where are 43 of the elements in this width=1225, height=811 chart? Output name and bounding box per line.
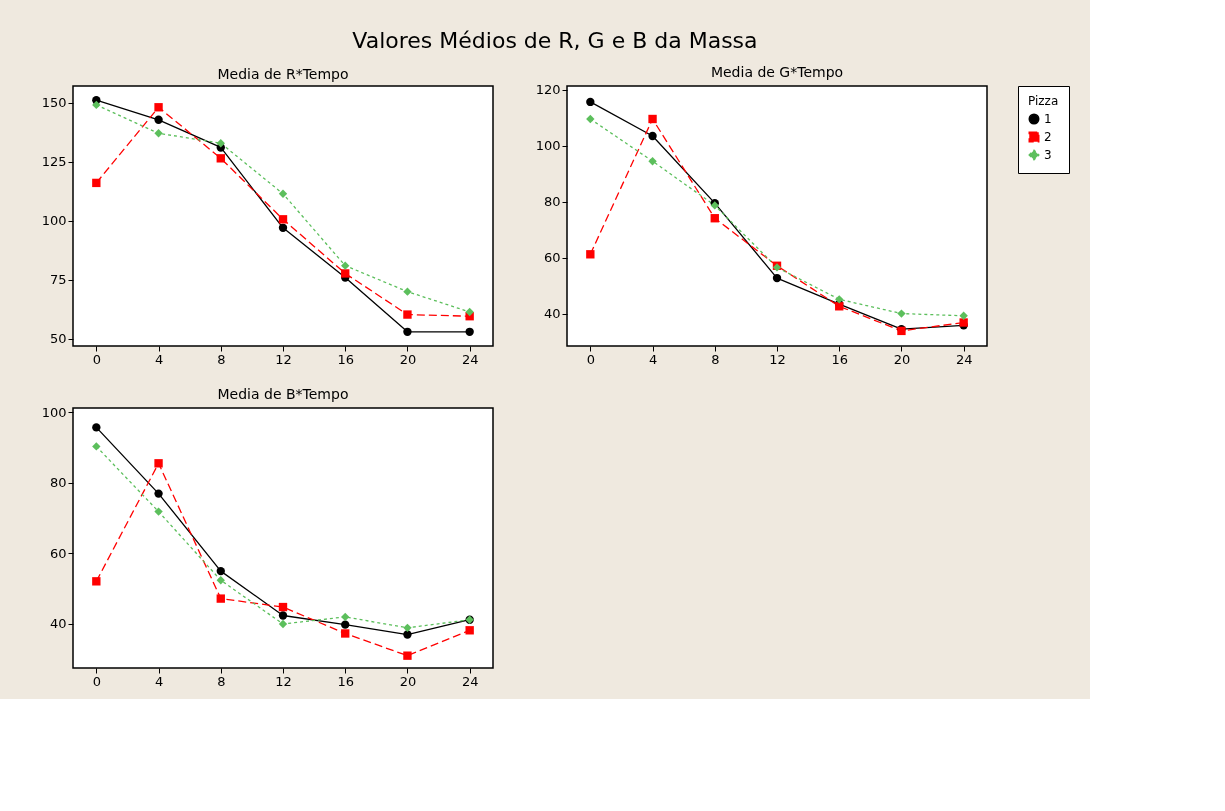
x-tick-label: 8 <box>711 351 720 367</box>
y-tick-label: 80 <box>543 194 561 210</box>
x-tick-label: 20 <box>893 351 911 367</box>
x-tick-label: 24 <box>461 673 479 689</box>
y-tick-label: 150 <box>41 95 67 111</box>
y-tick-label: 75 <box>49 272 67 288</box>
x-tick-label: 12 <box>275 673 292 689</box>
legend-label: 2 <box>1044 130 1052 144</box>
y-tick-label: 125 <box>41 154 67 170</box>
y-tick-label: 40 <box>543 306 561 322</box>
x-tick-label: 8 <box>217 351 226 367</box>
x-tick-label: 4 <box>648 351 658 367</box>
x-tick-label: 16 <box>337 673 354 689</box>
y-tick-label: 50 <box>49 331 67 347</box>
x-tick-label: 8 <box>217 673 226 689</box>
x-tick-label: 0 <box>92 351 101 367</box>
x-tick-label: 16 <box>831 351 848 367</box>
chart-title: Media de G*Tempo <box>710 63 844 80</box>
chart-title: Media de B*Tempo <box>217 386 349 403</box>
chart-title: Media de R*Tempo <box>217 66 349 82</box>
x-tick-label: 4 <box>154 673 164 689</box>
x-tick-label: 24 <box>955 351 973 367</box>
x-tick-label: 12 <box>275 351 292 367</box>
legend-title: Pizza <box>1028 94 1059 108</box>
y-tick-label: 40 <box>49 616 67 632</box>
y-tick-label: 60 <box>49 545 67 561</box>
x-tick-label: 4 <box>154 351 164 367</box>
y-tick-label: 100 <box>41 404 67 420</box>
x-tick-label: 0 <box>586 351 595 367</box>
text: Valores Médios de R, G e B da Massa <box>352 28 758 54</box>
x-tick-label: 24 <box>461 351 479 367</box>
legend-label: 3 <box>1044 148 1052 162</box>
y-tick-label: 80 <box>49 475 67 491</box>
x-tick-label: 20 <box>399 673 417 689</box>
y-tick-label: 60 <box>543 250 561 266</box>
x-tick-label: 12 <box>769 351 786 367</box>
x-tick-label: 16 <box>337 351 354 367</box>
y-tick-label: 100 <box>535 138 561 154</box>
y-tick-label: 120 <box>535 82 561 98</box>
legend-label: 1 <box>1044 112 1052 126</box>
x-tick-label: 20 <box>399 351 417 367</box>
x-tick-label: 0 <box>92 673 101 689</box>
y-tick-label: 100 <box>41 213 67 229</box>
